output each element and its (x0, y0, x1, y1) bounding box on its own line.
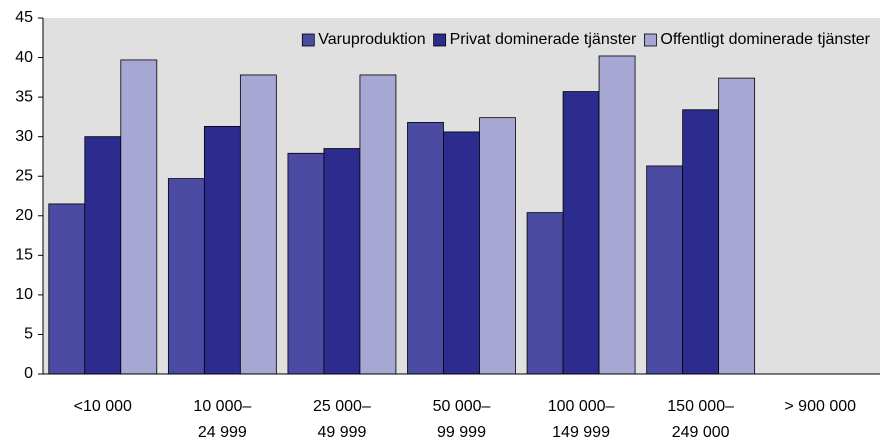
bar (120, 59, 158, 375)
legend-label: Privat dominerade tjänster (450, 31, 637, 48)
legend-swatch (643, 33, 657, 47)
bar (239, 74, 277, 375)
bar (287, 152, 325, 375)
y-tick-label: 25 (15, 167, 33, 184)
x-tick-label: 150 000– (667, 398, 734, 415)
x-tick-label: 24 999 (198, 424, 247, 440)
bar (443, 131, 480, 375)
x-tick-label: 50 000– (433, 398, 491, 415)
legend-label: Varuproduktion (318, 31, 425, 48)
bar (598, 55, 636, 375)
y-tick-label: 15 (15, 247, 33, 264)
legend-swatch (301, 33, 315, 47)
x-tick-label: 249 000 (672, 424, 730, 440)
y-tick-label: 45 (15, 9, 33, 26)
bar (526, 212, 564, 375)
bar (359, 74, 397, 375)
bar (562, 91, 600, 375)
y-tick-label: 5 (24, 326, 33, 343)
x-tick-label: 49 999 (317, 424, 366, 440)
y-tick-label: 30 (15, 128, 33, 145)
bar (407, 122, 444, 375)
y-tick-label: 0 (24, 365, 33, 382)
legend-label: Offentligt dominerade tjänster (660, 31, 870, 48)
bar (84, 136, 122, 375)
y-tick-label: 40 (15, 49, 33, 66)
x-tick-label: <10 000 (74, 398, 132, 415)
x-tick-label: 149 999 (552, 424, 610, 440)
bar (167, 178, 205, 375)
bar (48, 203, 86, 375)
x-tick-label: 99 999 (437, 424, 486, 440)
bar (323, 148, 361, 375)
y-tick-label: 20 (15, 207, 33, 224)
bar (203, 125, 241, 375)
x-tick-label: > 900 000 (784, 398, 856, 415)
bar (646, 165, 684, 375)
bar (479, 117, 516, 375)
bar (682, 109, 720, 375)
x-tick-label: 25 000– (313, 398, 371, 415)
x-tick-label: 10 000– (193, 398, 251, 415)
x-tick-label: 100 000– (548, 398, 615, 415)
legend-swatch (433, 33, 447, 47)
y-tick-label: 35 (15, 88, 33, 105)
bar (718, 77, 756, 375)
y-tick-label: 10 (15, 286, 33, 303)
